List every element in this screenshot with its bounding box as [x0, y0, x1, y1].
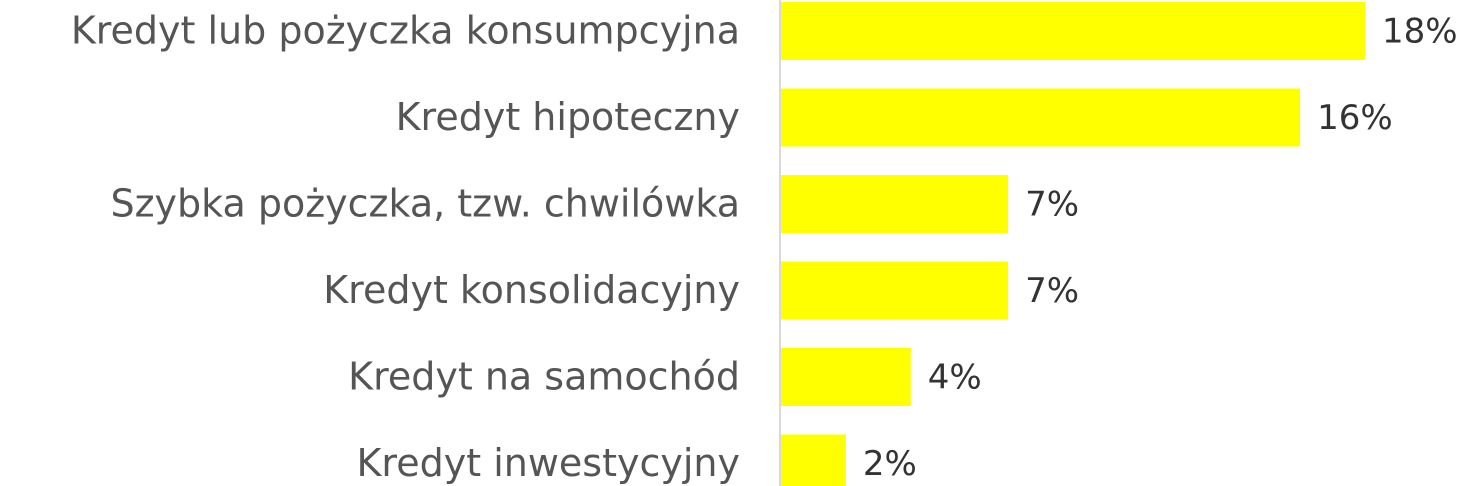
bar [781, 88, 1301, 147]
value-label: 7% [1025, 271, 1079, 311]
bar [781, 175, 1009, 233]
category-label: Szybka pożyczka, tzw. chwilówka [110, 182, 740, 226]
bar [781, 434, 846, 486]
value-label: 16% [1317, 98, 1393, 138]
category-label: Kredyt lub pożyczka konsumpcyjna [71, 9, 740, 53]
bar [781, 348, 911, 406]
value-label: 2% [863, 444, 917, 484]
category-label: Kredyt na samochód [348, 355, 740, 399]
bar [781, 2, 1365, 60]
value-label: 7% [1025, 185, 1079, 225]
category-label: Kredyt konsolidacyjny [323, 268, 740, 312]
category-label: Kredyt hipoteczny [396, 95, 740, 139]
bar [781, 261, 1009, 320]
value-label: 4% [928, 358, 982, 398]
category-label: Kredyt inwestycyjny [357, 441, 740, 485]
value-label: 18% [1382, 12, 1457, 52]
